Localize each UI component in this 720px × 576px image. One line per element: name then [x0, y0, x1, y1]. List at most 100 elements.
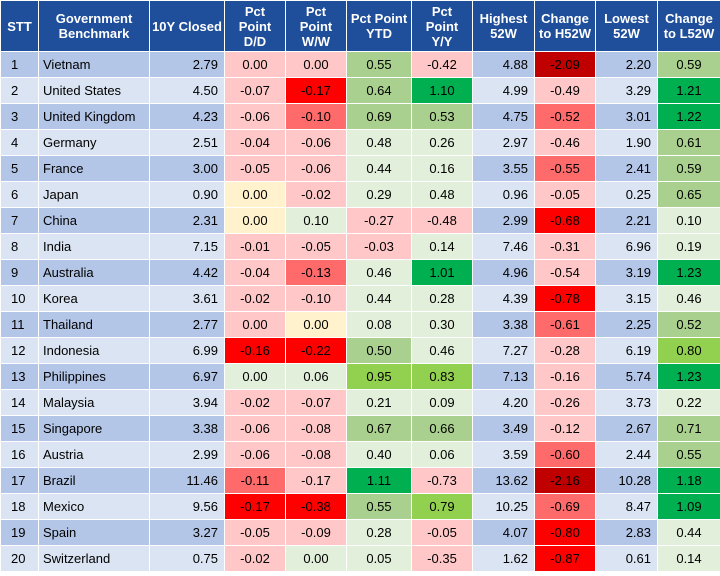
cell-10y-closed: 3.27 [149, 519, 225, 546]
cell-change-h52w: -0.46 [534, 129, 596, 156]
cell-lowest-52w: 6.19 [595, 337, 658, 364]
cell-yy: 0.28 [411, 285, 473, 312]
cell-highest-52w: 10.25 [472, 493, 535, 520]
cell-lowest-52w: 1.90 [595, 129, 658, 156]
cell-yy: 0.30 [411, 311, 473, 338]
cell-highest-52w: 7.46 [472, 233, 535, 260]
cell-country: Brazil [38, 467, 150, 494]
cell-country: Malaysia [38, 389, 150, 416]
cell-10y-closed: 0.75 [149, 545, 225, 572]
cell-stt: 12 [0, 337, 39, 364]
table-row: 7 China 2.31 0.00 0.10 -0.27 -0.48 2.99 -0.68 2.2… [0, 207, 720, 234]
cell-dd: -0.06 [224, 415, 286, 442]
cell-ytd: 0.46 [346, 259, 412, 286]
cell-highest-52w: 4.99 [472, 77, 535, 104]
cell-yy: 0.14 [411, 233, 473, 260]
cell-change-h52w: -0.80 [534, 519, 596, 546]
cell-country: France [38, 155, 150, 182]
cell-ww: 0.00 [285, 51, 347, 78]
cell-country: India [38, 233, 150, 260]
cell-highest-52w: 2.99 [472, 207, 535, 234]
header-change-l52w: Change to L52W [657, 0, 720, 52]
table-row: 4 Germany 2.51 -0.04 -0.06 0.48 0.26 2.97 -0.46 1… [0, 129, 720, 156]
cell-10y-closed: 9.56 [149, 493, 225, 520]
cell-stt: 6 [0, 181, 39, 208]
table-row: 6 Japan 0.90 0.00 -0.02 0.29 0.48 0.96 -0.05 0.25… [0, 181, 720, 208]
cell-change-h52w: -0.26 [534, 389, 596, 416]
cell-ww: -0.08 [285, 415, 347, 442]
cell-lowest-52w: 10.28 [595, 467, 658, 494]
cell-stt: 20 [0, 545, 39, 572]
cell-change-l52w: 0.59 [657, 51, 720, 78]
header-row: STT Government Benchmark 10Y Closed Pct … [0, 0, 720, 52]
cell-change-h52w: -0.49 [534, 77, 596, 104]
table-row: 17 Brazil 11.46 -0.11 -0.17 1.11 -0.73 13.62 -2.… [0, 467, 720, 494]
cell-10y-closed: 4.42 [149, 259, 225, 286]
cell-change-l52w: 0.65 [657, 181, 720, 208]
cell-change-l52w: 1.21 [657, 77, 720, 104]
cell-10y-closed: 6.97 [149, 363, 225, 390]
cell-country: Australia [38, 259, 150, 286]
cell-change-l52w: 0.10 [657, 207, 720, 234]
cell-highest-52w: 3.59 [472, 441, 535, 468]
cell-highest-52w: 2.97 [472, 129, 535, 156]
cell-dd: -0.07 [224, 77, 286, 104]
table-row: 10 Korea 3.61 -0.02 -0.10 0.44 0.28 4.39 -0.78 3.… [0, 285, 720, 312]
table-row: 19 Spain 3.27 -0.05 -0.09 0.28 -0.05 4.07 -0.80 2… [0, 519, 720, 546]
cell-10y-closed: 2.77 [149, 311, 225, 338]
cell-10y-closed: 0.90 [149, 181, 225, 208]
cell-country: Singapore [38, 415, 150, 442]
cell-ytd: 0.28 [346, 519, 412, 546]
cell-ww: -0.38 [285, 493, 347, 520]
cell-dd: -0.01 [224, 233, 286, 260]
cell-ww: -0.17 [285, 77, 347, 104]
cell-country: Austria [38, 441, 150, 468]
cell-change-l52w: 0.14 [657, 545, 720, 572]
cell-highest-52w: 3.49 [472, 415, 535, 442]
cell-change-h52w: -0.61 [534, 311, 596, 338]
cell-ww: 0.10 [285, 207, 347, 234]
cell-change-l52w: 0.80 [657, 337, 720, 364]
cell-ww: -0.05 [285, 233, 347, 260]
cell-yy: 0.16 [411, 155, 473, 182]
cell-ytd: 0.95 [346, 363, 412, 390]
cell-yy: -0.05 [411, 519, 473, 546]
cell-change-l52w: 1.18 [657, 467, 720, 494]
cell-yy: -0.42 [411, 51, 473, 78]
header-highest-52w: Highest 52W [472, 0, 535, 52]
cell-highest-52w: 4.07 [472, 519, 535, 546]
cell-ytd: 0.64 [346, 77, 412, 104]
cell-ytd: 0.55 [346, 51, 412, 78]
cell-dd: 0.00 [224, 363, 286, 390]
cell-change-l52w: 0.55 [657, 441, 720, 468]
cell-change-l52w: 0.44 [657, 519, 720, 546]
cell-lowest-52w: 3.73 [595, 389, 658, 416]
cell-change-l52w: 0.61 [657, 129, 720, 156]
cell-highest-52w: 4.88 [472, 51, 535, 78]
table-row: 20 Switzerland 0.75 -0.02 0.00 0.05 -0.35 1.62-… [0, 545, 720, 572]
cell-yy: -0.48 [411, 207, 473, 234]
table-row: 12 Indonesia 6.99 -0.16 -0.22 0.50 0.46 7.27 -0.… [0, 337, 720, 364]
cell-10y-closed: 2.51 [149, 129, 225, 156]
cell-highest-52w: 13.62 [472, 467, 535, 494]
cell-stt: 16 [0, 441, 39, 468]
header-change-h52w: Change to H52W [534, 0, 596, 52]
cell-highest-52w: 3.38 [472, 311, 535, 338]
table-row: 1 Vietnam 2.79 0.00 0.00 0.55 -0.42 4.88 -2.09 2.… [0, 51, 720, 78]
cell-ytd: 0.21 [346, 389, 412, 416]
cell-yy: -0.73 [411, 467, 473, 494]
table-row: 9 Australia 4.42 -0.04 -0.13 0.46 1.01 4.96 -0.5… [0, 259, 720, 286]
cell-country: United Kingdom [38, 103, 150, 130]
table-row: 5 France 3.00 -0.05 -0.06 0.44 0.16 3.55 -0.55 2.… [0, 155, 720, 182]
cell-change-h52w: -2.16 [534, 467, 596, 494]
cell-dd: 0.00 [224, 311, 286, 338]
table-row: 14 Malaysia 3.94 -0.02 -0.07 0.21 0.09 4.20 -0.2… [0, 389, 720, 416]
cell-yy: 0.46 [411, 337, 473, 364]
cell-lowest-52w: 3.15 [595, 285, 658, 312]
cell-ww: -0.09 [285, 519, 347, 546]
header-dd: Pct Point D/D [224, 0, 286, 52]
cell-yy: 1.10 [411, 77, 473, 104]
cell-dd: -0.17 [224, 493, 286, 520]
cell-dd: -0.02 [224, 545, 286, 572]
cell-ww: -0.06 [285, 129, 347, 156]
